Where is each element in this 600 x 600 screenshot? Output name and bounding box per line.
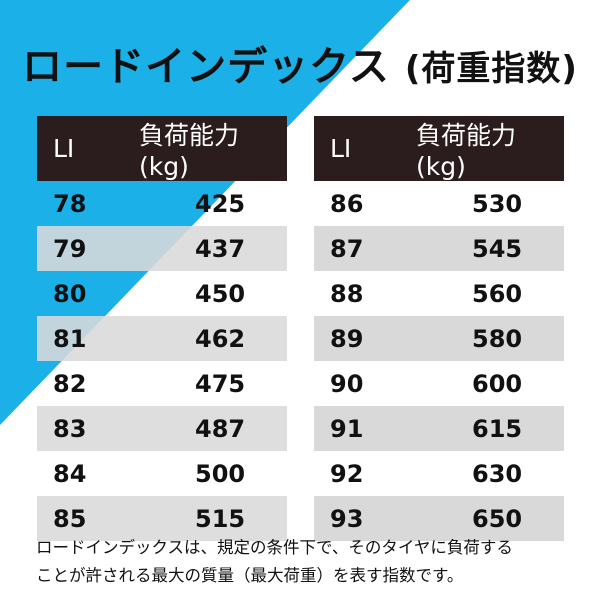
table-row: 79 437: [37, 226, 287, 271]
explanation-note: ロードインデックスは、規定の条件下で、そのタイヤに負荷する ことが許される最大の…: [36, 534, 576, 590]
li-cell: 90: [330, 369, 364, 398]
table-row: 89 580: [314, 316, 564, 361]
load-cell: 530: [472, 189, 523, 218]
li-cell: 92: [330, 459, 364, 488]
table-row: 78 425: [37, 181, 287, 226]
table-row: 87 545: [314, 226, 564, 271]
load-cell: 630: [472, 459, 523, 488]
title-main: ロードインデックス: [22, 44, 390, 90]
li-cell: 82: [53, 369, 87, 398]
li-cell: 87: [314, 226, 400, 271]
load-cell: 425: [195, 189, 246, 218]
load-cell: 450: [195, 279, 246, 308]
li-cell: 91: [314, 406, 400, 451]
table-row: 86 530: [314, 181, 564, 226]
load-cell: 500: [195, 459, 246, 488]
table-header-row: LI 負荷能力(kg): [314, 116, 564, 181]
table-row: 91 615: [314, 406, 564, 451]
note-line-1: ロードインデックスは、規定の条件下で、そのタイヤに負荷する: [36, 538, 513, 557]
load-cell: 437: [123, 226, 287, 271]
li-cell: 93: [314, 496, 400, 541]
table-row: 84 500: [37, 451, 287, 496]
title-paren: (荷重指数): [404, 49, 578, 89]
table-row: 81 462: [37, 316, 287, 361]
load-cell: 462: [123, 316, 287, 361]
header-load-capacity: 負荷能力(kg): [400, 116, 564, 181]
table-row: 83 487: [37, 406, 287, 451]
li-cell: 80: [53, 279, 87, 308]
load-cell: 515: [123, 496, 287, 541]
li-cell: 78: [53, 189, 87, 218]
load-cell: 650: [400, 496, 564, 541]
load-cell: 560: [472, 279, 523, 308]
li-cell: 85: [37, 496, 123, 541]
li-cell: 89: [314, 316, 400, 361]
load-cell: 475: [195, 369, 246, 398]
li-cell: 84: [53, 459, 87, 488]
load-index-table-right: LI 負荷能力(kg) 86 530 87 545 88 560 89 580 …: [314, 116, 564, 541]
li-cell: 86: [330, 189, 364, 218]
li-cell: 83: [37, 406, 123, 451]
table-row: 93 650: [314, 496, 564, 541]
li-cell: 88: [330, 279, 364, 308]
header-load-capacity: 負荷能力(kg): [123, 116, 287, 181]
header-li: LI: [37, 116, 123, 181]
table-row: 90 600: [314, 361, 564, 406]
load-cell: 600: [472, 369, 523, 398]
table-row: 82 475: [37, 361, 287, 406]
table-row: 85 515: [37, 496, 287, 541]
li-cell: 81: [37, 316, 123, 361]
load-cell: 487: [123, 406, 287, 451]
table-row: 80 450: [37, 271, 287, 316]
table-header-row: LI 負荷能力(kg): [37, 116, 287, 181]
page-title: ロードインデックス (荷重指数): [0, 34, 600, 92]
header-li: LI: [314, 116, 400, 181]
li-cell: 79: [37, 226, 123, 271]
table-row: 88 560: [314, 271, 564, 316]
load-cell: 580: [400, 316, 564, 361]
load-index-table-left: LI 負荷能力(kg) 78 425 79 437 80 450 81 462 …: [37, 116, 287, 541]
load-cell: 615: [400, 406, 564, 451]
table-row: 92 630: [314, 451, 564, 496]
load-cell: 545: [400, 226, 564, 271]
note-line-2: ことが許される最大の質量（最大荷重）を表す指数です。: [36, 566, 464, 585]
